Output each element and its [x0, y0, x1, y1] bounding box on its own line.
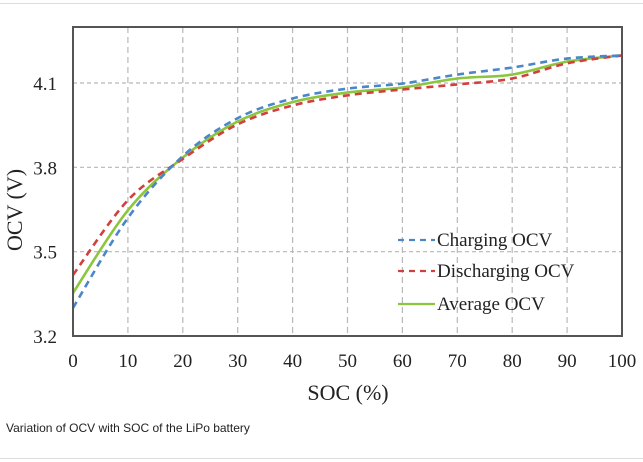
- legend: Charging OCV Discharging OCV Average OCV: [398, 230, 575, 315]
- bottom-divider: [0, 458, 643, 459]
- x-tick-label: 10: [118, 351, 137, 372]
- y-tick-label: 3.8: [33, 158, 57, 179]
- series-line-discharging-ocv: [71, 54, 623, 276]
- x-tick-label: 40: [283, 351, 302, 372]
- x-tick-labels: 0 10 20 30 40 50 60 70 80 90 100: [68, 351, 636, 372]
- y-tick-label: 3.2: [33, 327, 57, 348]
- x-tick-label: 50: [338, 351, 357, 372]
- x-tick-label: 80: [503, 351, 522, 372]
- x-tick-label: 100: [608, 351, 637, 372]
- x-axis-title: SOC (%): [307, 380, 388, 405]
- legend-label: Charging OCV: [437, 230, 553, 251]
- figure-caption: Variation of OCV with SOC of the LiPo ba…: [6, 421, 250, 435]
- legend-label: Average OCV: [437, 294, 545, 315]
- x-tick-label: 20: [173, 351, 192, 372]
- x-tick-label: 0: [68, 351, 78, 372]
- legend-label: Discharging OCV: [437, 261, 575, 282]
- x-tick-label: 60: [393, 351, 412, 372]
- y-tick-label: 4.1: [33, 74, 57, 95]
- series-line-average-ocv: [71, 54, 623, 294]
- y-axis-title: OCV (V): [2, 169, 27, 251]
- y-tick-labels: 3.2 3.5 3.8 4.1: [33, 74, 57, 348]
- x-tick-label: 30: [228, 351, 247, 372]
- plot-frame: [72, 26, 623, 337]
- x-tick-label: 90: [558, 351, 577, 372]
- x-tick-label: 70: [448, 351, 467, 372]
- series-line-charging-ocv: [71, 54, 623, 309]
- top-divider: [0, 3, 643, 4]
- ocv-soc-chart: 0 10 20 30 40 50 60 70 80 90 100 3.2 3.5 3.8 4.1 SOC …: [2, 26, 636, 405]
- series-lines: [71, 54, 623, 309]
- y-tick-label: 3.5: [33, 243, 57, 264]
